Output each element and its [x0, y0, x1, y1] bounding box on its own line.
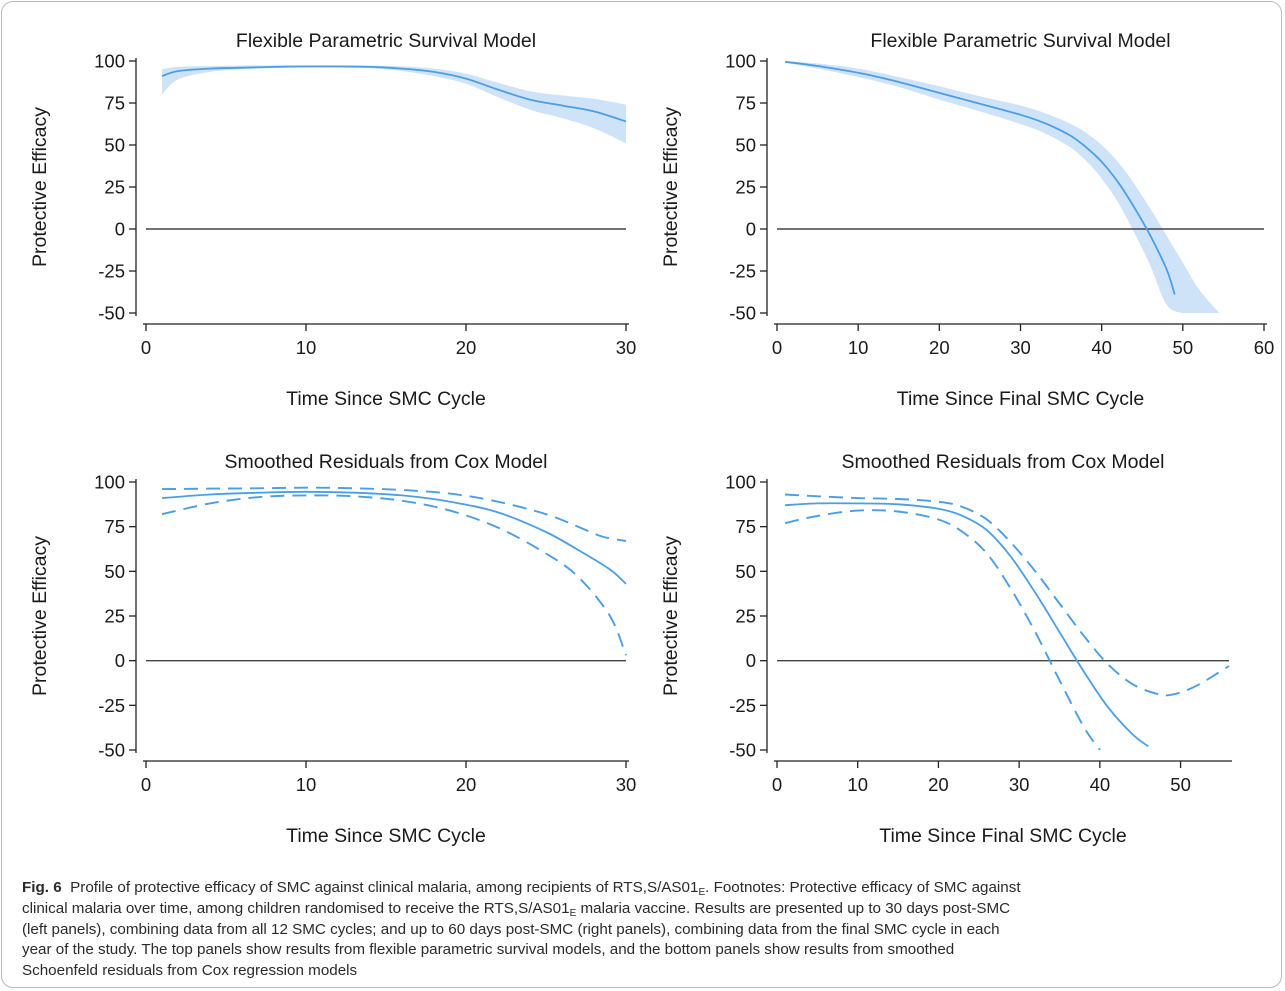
- y-tick-label: 0: [115, 650, 125, 671]
- x-tick-label: 20: [929, 337, 950, 358]
- estimate-line: [784, 60, 1176, 295]
- x-tick-label: 30: [616, 337, 637, 358]
- plot-area: [146, 65, 627, 230]
- chart-title: Flexible Parametric Survival Model: [236, 30, 536, 52]
- x-tick-label: 30: [1009, 774, 1030, 795]
- y-tick-label: -25: [729, 261, 756, 282]
- confidence-band: [162, 65, 626, 144]
- x-tick-label: 10: [296, 774, 317, 795]
- estimate-line: [161, 490, 627, 585]
- x-tick-label: 20: [456, 337, 477, 358]
- x-tick-label: 20: [456, 774, 477, 795]
- x-tick-label: 40: [1091, 337, 1112, 358]
- y-tick-label: 0: [746, 650, 756, 671]
- chart-title: Smoothed Residuals from Cox Model: [842, 451, 1165, 473]
- x-tick-label: 10: [847, 774, 868, 795]
- estimate-line: [161, 65, 627, 123]
- y-tick-label: 0: [746, 219, 756, 240]
- x-tick-label: 0: [141, 774, 151, 795]
- y-tick-label: 25: [104, 606, 125, 627]
- plot-area: [146, 486, 627, 662]
- y-tick-label: 75: [735, 93, 756, 114]
- y-tick-label: -25: [98, 695, 125, 716]
- y-tick-label: 50: [735, 135, 756, 156]
- x-axis-label: Time Since SMC Cycle: [286, 388, 486, 410]
- x-tick-label: 60: [1254, 337, 1275, 358]
- y-tick-label: 100: [94, 51, 125, 72]
- y-tick-label: 75: [735, 516, 756, 537]
- x-tick-label: 50: [1173, 337, 1194, 358]
- ci-dashed-line: [784, 509, 1101, 750]
- x-tick-label: 10: [848, 337, 869, 358]
- ci-dashed-line: [161, 494, 627, 656]
- chart-title: Smoothed Residuals from Cox Model: [225, 451, 548, 473]
- y-tick-label: 50: [104, 561, 125, 582]
- y-tick-label: 75: [104, 93, 125, 114]
- y-axis-label: Protective Efficacy: [29, 536, 51, 696]
- caption-text-1a: Profile of protective efficacy of SMC ag…: [70, 879, 699, 896]
- y-tick-label: 0: [115, 219, 125, 240]
- x-tick-label: 30: [616, 774, 637, 795]
- y-tick-label: -50: [729, 740, 756, 761]
- y-tick-label: 25: [104, 177, 125, 198]
- y-tick-label: 25: [735, 606, 756, 627]
- caption-text-1b: . Footnotes: Protective efficacy of SMC …: [705, 879, 1021, 896]
- y-tick-label: 100: [725, 51, 756, 72]
- plot-area: [777, 493, 1230, 750]
- caption-line-3: (left panels), combining data from all 1…: [22, 920, 1000, 938]
- y-axis-label: Protective Efficacy: [660, 107, 682, 267]
- y-tick-label: -50: [98, 740, 125, 761]
- x-tick-label: 40: [1090, 774, 1111, 795]
- caption-line-1: Fig. 6 Profile of protective efficacy of…: [22, 878, 1267, 899]
- figure-caption: Fig. 6 Profile of protective efficacy of…: [22, 878, 1267, 982]
- x-tick-label: 50: [1170, 774, 1191, 795]
- y-tick-label: -50: [729, 303, 756, 324]
- x-tick-label: 0: [772, 337, 782, 358]
- x-tick-label: 30: [1010, 337, 1031, 358]
- x-axis-label: Time Since SMC Cycle: [286, 825, 486, 847]
- caption-subscript-1: E: [698, 887, 706, 898]
- x-tick-label: 0: [772, 774, 782, 795]
- y-tick-label: 50: [735, 561, 756, 582]
- y-tick-label: 25: [735, 177, 756, 198]
- y-tick-label: -25: [729, 695, 756, 716]
- figure-label: Fig. 6: [22, 879, 62, 896]
- y-axis-label: Protective Efficacy: [29, 107, 51, 267]
- ci-dashed-line: [785, 493, 1230, 697]
- ci-dashed-line: [161, 486, 627, 542]
- y-tick-label: -25: [98, 261, 125, 282]
- caption-line-2: clinical malaria over time, among childr…: [22, 899, 1267, 920]
- y-tick-label: 100: [725, 472, 756, 493]
- y-tick-label: 50: [104, 135, 125, 156]
- caption-text-2a: clinical malaria over time, among childr…: [22, 899, 570, 917]
- y-axis-label: Protective Efficacy: [660, 536, 682, 696]
- plot-area: [777, 60, 1264, 313]
- y-tick-label: 75: [104, 516, 125, 537]
- caption-text-2b: malaria vaccine. Results are presented u…: [576, 899, 1011, 917]
- caption-subscript-2: E: [569, 907, 577, 919]
- estimate-line: [785, 502, 1149, 748]
- y-tick-label: -50: [98, 303, 125, 324]
- x-tick-label: 10: [296, 337, 317, 358]
- y-tick-label: 100: [94, 472, 125, 493]
- x-axis-label: Time Since Final SMC Cycle: [879, 825, 1126, 847]
- x-tick-label: 20: [928, 774, 949, 795]
- caption-line-5: Schoenfeld residuals from Cox regression…: [22, 962, 358, 980]
- x-tick-label: 0: [141, 337, 151, 358]
- x-axis-label: Time Since Final SMC Cycle: [897, 388, 1144, 410]
- chart-title: Flexible Parametric Survival Model: [870, 30, 1170, 52]
- caption-line-4: year of the study. The top panels show r…: [22, 941, 955, 959]
- confidence-band: [785, 61, 1220, 313]
